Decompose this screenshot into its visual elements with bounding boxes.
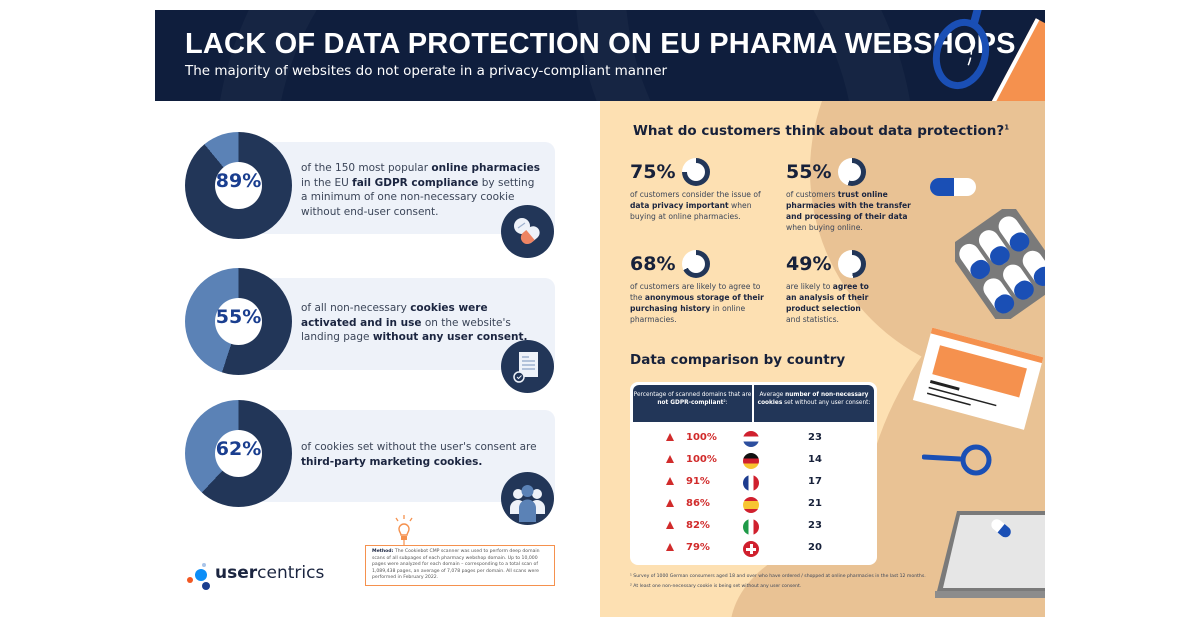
customer-stat-desc: of customers trust online pharmacies wit… [786, 190, 911, 232]
magnifier-icon [932, 10, 990, 90]
cookie-count: 20 [808, 542, 822, 553]
logo-dots-icon [187, 563, 210, 590]
capsule-icon [930, 178, 976, 196]
warning-icon [666, 521, 674, 529]
customer-stat-desc: of customers consider the issue of data … [630, 190, 761, 221]
cookie-count: 14 [808, 454, 822, 465]
stat-description: of the 150 most popular online pharmacie… [301, 162, 541, 218]
noncompliant-percent: 79% [686, 542, 710, 553]
page-subtitle: The majority of websites do not operate … [185, 63, 668, 79]
customers-title: What do customers think about data prote… [633, 123, 1010, 139]
table-row: 79% 20 [630, 538, 877, 560]
stat-description: of all non-necessary cookies were activa… [301, 302, 528, 343]
cookie-count: 21 [808, 498, 822, 509]
customer-panel: What do customers think about data prote… [600, 101, 1045, 617]
table-row: 82% 23 [630, 516, 877, 538]
donut-chart [185, 132, 292, 239]
flag-netherlands-icon [743, 431, 759, 447]
table-row: 91% 17 [630, 472, 877, 494]
ring-chart [682, 250, 710, 278]
country-comparison-table: Percentage of scanned domains that are n… [630, 382, 877, 565]
customer-stat-percent: 75% [630, 161, 676, 183]
donut-hole [215, 298, 262, 345]
pills-icon [501, 205, 554, 258]
customer-stat-percent: 68% [630, 253, 676, 275]
stat-card-1: 89% of the 150 most popular online pharm… [185, 132, 555, 267]
donut-hole [215, 162, 262, 209]
flag-switzerland-icon [743, 541, 759, 557]
stat-percent: 62% [215, 438, 262, 460]
footnote-1: ¹ Survey of 1000 German consumers aged 1… [630, 574, 926, 579]
cookie-count: 17 [808, 476, 822, 487]
customer-stat-percent: 55% [786, 161, 832, 183]
customer-stat-percent: 49% [786, 253, 832, 275]
column-header-cookies: Average number of non-necessary cookies … [754, 385, 874, 422]
customer-stat-desc: are likely to agree to an analysis of th… [786, 282, 869, 324]
warning-icon [666, 499, 674, 507]
blister-pack-icon [955, 209, 1045, 319]
table-row: 100% 23 [630, 428, 877, 450]
flag-germany-icon [743, 453, 759, 469]
page-title: LACK OF DATA PROTECTION ON EU PHARMA WEB… [185, 28, 1016, 60]
donut-chart [185, 268, 292, 375]
flag-spain-icon [743, 497, 759, 513]
noncompliant-percent: 100% [686, 454, 717, 465]
stat-card-3: 62% of cookies set without the user's co… [185, 400, 555, 535]
ring-chart [838, 250, 866, 278]
warning-icon [666, 477, 674, 485]
usercentrics-logo: usercentrics [185, 562, 335, 592]
table-header: Percentage of scanned domains that are n… [633, 385, 874, 422]
ring-chart [838, 158, 866, 186]
table-row: 86% 21 [630, 494, 877, 516]
flag-france-icon [743, 475, 759, 491]
donut-chart [185, 400, 292, 507]
donut-hole [215, 430, 262, 477]
cookie-count: 23 [808, 520, 822, 531]
laptop-icon [935, 511, 1045, 598]
lightbulb-icon [395, 515, 413, 545]
table-row: 100% 14 [630, 450, 877, 472]
comparison-title: Data comparison by country [630, 352, 846, 368]
noncompliant-percent: 100% [686, 432, 717, 443]
stat-percent: 89% [215, 170, 262, 192]
warning-icon [666, 543, 674, 551]
footnote-2: ² At least one non-necessary cookie is b… [630, 584, 802, 589]
cookie-count: 23 [808, 432, 822, 443]
column-header-noncompliant: Percentage of scanned domains that are n… [633, 385, 752, 422]
webpage-card-icon [912, 327, 1044, 430]
ring-chart [682, 158, 710, 186]
customer-stat-desc: of customers are likely to agree to the … [630, 282, 764, 324]
noncompliant-percent: 82% [686, 520, 710, 531]
infographic: LACK OF DATA PROTECTION ON EU PHARMA WEB… [155, 10, 1045, 617]
logo-text: usercentrics [215, 563, 325, 583]
warning-icon [666, 433, 674, 441]
stat-percent: 55% [215, 306, 262, 328]
stat-description: of cookies set without the user's consen… [301, 441, 537, 468]
noncompliant-percent: 86% [686, 498, 710, 509]
warning-icon [666, 455, 674, 463]
header-banner: LACK OF DATA PROTECTION ON EU PHARMA WEB… [155, 10, 1045, 101]
flag-italy-icon [743, 519, 759, 535]
stat-card-2: 55% of all non-necessary cookies were ac… [185, 268, 555, 403]
users-group-icon [501, 472, 554, 525]
magnifier-icon [922, 444, 992, 476]
document-check-icon [501, 340, 554, 393]
method-note: Method: The Cookiebot CMP scanner was us… [365, 545, 555, 586]
noncompliant-percent: 91% [686, 476, 710, 487]
